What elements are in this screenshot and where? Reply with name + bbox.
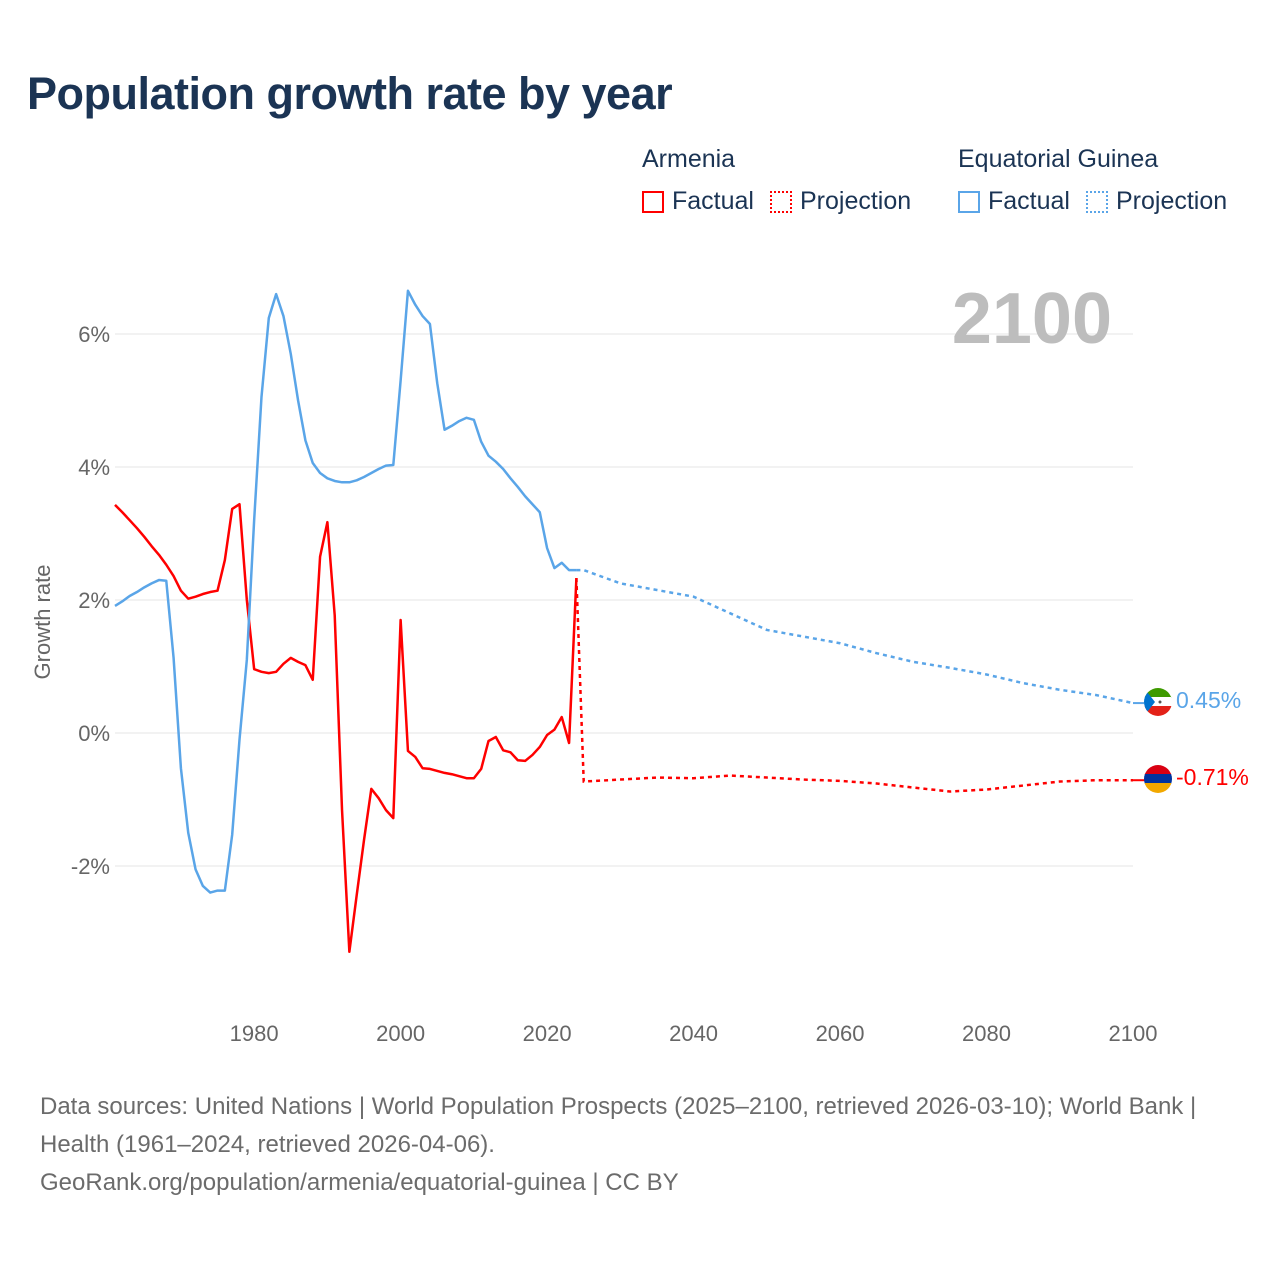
y-axis-label: Growth rate — [30, 565, 55, 680]
armenia-projection-line — [575, 578, 1133, 793]
y-tick-label: 4% — [78, 455, 110, 480]
legend-equatorial-guinea: Equatorial Guinea Factual Projection — [958, 145, 1243, 216]
legend-armenia-projection[interactable]: Projection — [769, 187, 912, 216]
y-tick-label: -2% — [71, 854, 110, 879]
x-tick-label: 2100 — [1109, 1021, 1158, 1046]
x-tick-label: 2040 — [669, 1021, 718, 1046]
legend-eq-guinea-name: Equatorial Guinea — [958, 145, 1159, 173]
x-tick-label: 2080 — [962, 1021, 1011, 1046]
year-label: 2100 — [952, 279, 1112, 359]
chart-title: Population growth rate by year — [27, 68, 673, 119]
armenia-end-label: -0.71% — [1176, 764, 1249, 790]
solid-swatch-icon — [642, 190, 664, 213]
armenia-flag-icon — [1144, 765, 1172, 793]
legend-eq-guinea-factual[interactable]: Factual — [958, 187, 1070, 216]
x-tick-label: 1980 — [230, 1021, 279, 1046]
legend-label: Factual — [672, 187, 754, 215]
dotted-swatch-icon — [769, 190, 792, 213]
legend-eq-guinea-projection[interactable]: Projection — [1085, 187, 1228, 216]
dotted-swatch-icon — [1085, 190, 1108, 213]
y-tick-label: 0% — [78, 721, 110, 746]
eq-guinea-end-label: 0.45% — [1176, 687, 1241, 713]
legend-label: Projection — [1115, 187, 1228, 215]
footer: Data sources: United Nations | World Pop… — [40, 1088, 1240, 1202]
legend-armenia-factual[interactable]: Factual — [642, 187, 754, 216]
data-sources: Data sources: United Nations | World Pop… — [40, 1093, 1197, 1158]
x-tick-label: 2060 — [816, 1021, 865, 1046]
equatorial-guinea-projection-line — [576, 568, 1134, 705]
x-tick-label: 2000 — [376, 1021, 425, 1046]
armenia-factual-line — [114, 502, 578, 954]
legend-label: Factual — [988, 187, 1070, 215]
solid-swatch-icon — [958, 190, 980, 213]
x-tick-label: 2020 — [523, 1021, 572, 1046]
y-tick-label: 2% — [78, 588, 110, 613]
equatorial-guinea-flag-icon — [1144, 688, 1172, 716]
y-tick-label: 6% — [78, 322, 110, 347]
legend-label: Projection — [799, 187, 912, 215]
legend-armenia-name: Armenia — [642, 145, 736, 173]
equatorial-guinea-factual-line — [114, 289, 577, 894]
attribution: GeoRank.org/population/armenia/equatoria… — [40, 1169, 679, 1196]
legend-armenia: Armenia Factual Projection — [642, 145, 927, 216]
